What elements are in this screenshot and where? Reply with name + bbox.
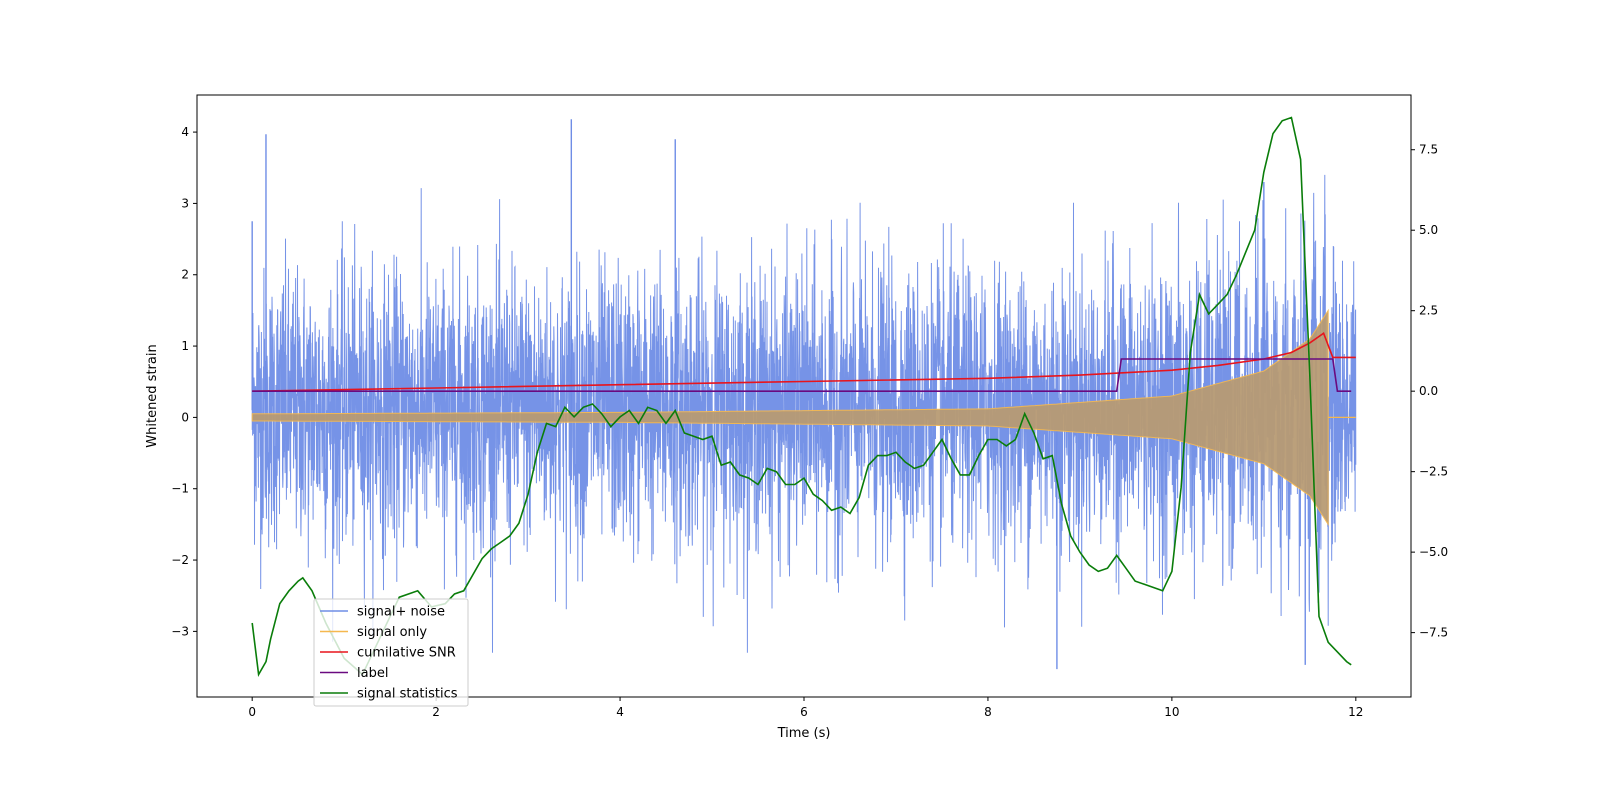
y-right-tick-label: 5.0 (1419, 223, 1438, 237)
label-line (252, 358, 1352, 393)
signal-only-series (251, 308, 1356, 527)
cumulative-snr-series (252, 331, 1356, 392)
signal-envelope (251, 308, 1329, 527)
legend-label-label: label (357, 666, 388, 681)
x-tick-label: 6 (800, 705, 808, 719)
y-tick-label: 4 (181, 125, 189, 139)
y-tick-label: 2 (181, 268, 189, 282)
y-right-tick-label: 0.0 (1419, 384, 1438, 398)
y-tick-label: 1 (181, 339, 189, 353)
y-axis-ticks: −3 −2 −1 0 1 2 3 4 (171, 125, 197, 638)
y-tick-label: −2 (171, 553, 189, 567)
label-series (252, 358, 1352, 393)
legend-box (313, 598, 469, 707)
x-tick-label: 12 (1348, 705, 1363, 719)
y-right-tick-label: 2.5 (1419, 304, 1438, 318)
y-tick-label: 0 (181, 410, 189, 424)
legend: signal+ noise signal only cumilative SNR la… (313, 598, 469, 707)
y-right-tick-label: −7.5 (1419, 626, 1448, 640)
plot-area (251, 116, 1357, 677)
x-tick-label: 8 (984, 705, 992, 719)
legend-label-snr: cumilative SNR (357, 646, 456, 661)
signal-statistics-series (251, 116, 1352, 677)
y-tick-label: −3 (171, 624, 189, 638)
cumulative-snr-line (252, 331, 1356, 392)
y-tick-label: 3 (181, 196, 189, 210)
legend-label-noise: signal+ noise (357, 605, 445, 620)
x-axis-ticks: 0 2 4 6 8 10 12 (248, 697, 1363, 719)
y-right-tick-label: −2.5 (1419, 465, 1448, 479)
x-tick-label: 4 (616, 705, 624, 719)
y-right-axis-ticks: −7.5 −5.0 −2.5 0.0 2.5 5.0 7.5 (1411, 143, 1448, 640)
legend-label-statistics: signal statistics (357, 687, 458, 702)
x-tick-label: 0 (248, 705, 256, 719)
y-right-tick-label: −5.0 (1419, 545, 1448, 559)
signal-statistics-line (251, 116, 1352, 677)
legend-label-signal: signal only (357, 625, 427, 640)
x-tick-label: 2 (432, 705, 440, 719)
y-axis-label: Whitened strain (145, 344, 160, 447)
x-tick-label: 10 (1164, 705, 1179, 719)
x-axis-label: Time (s) (777, 726, 831, 741)
noise-line (251, 174, 1357, 653)
y-right-tick-label: 7.5 (1419, 143, 1438, 157)
y-tick-label: −1 (171, 482, 189, 496)
